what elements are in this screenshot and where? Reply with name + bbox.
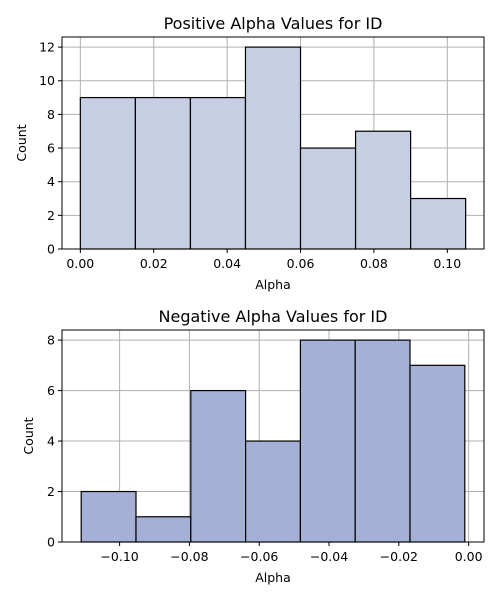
- y-tick-label: 8: [47, 107, 55, 122]
- x-tick-label: −0.10: [100, 549, 138, 564]
- histogram-bar: [299, 339, 356, 543]
- y-tick-label: 0: [47, 242, 55, 257]
- histogram-bar: [79, 96, 136, 250]
- x-tick-label: 0.00: [66, 256, 94, 271]
- histogram-bars: [79, 46, 467, 250]
- x-tick-label: −0.04: [310, 549, 348, 564]
- chart-title: Positive Alpha Values for ID: [164, 14, 383, 33]
- histogram-bar: [244, 440, 302, 543]
- plot-frame: [61, 36, 485, 250]
- y-tick-label: 12: [39, 40, 55, 55]
- axes: 0.00 0.02 0.04 0.06 0.08 0.10 0 2 4 6 8 10 12: [39, 36, 485, 271]
- histogram-bar: [190, 389, 247, 543]
- y-tick-label: 2: [47, 484, 55, 499]
- histogram-bar: [134, 96, 192, 250]
- x-tick-label: 0.06: [287, 256, 315, 271]
- histogram-bar: [80, 490, 137, 543]
- x-tick-label: 0.10: [433, 256, 461, 271]
- negative-alpha-chart: Negative Alpha Values for ID Alpha Count…: [21, 307, 485, 585]
- histogram-bar: [244, 46, 302, 250]
- axes: −0.10 −0.08 −0.06 −0.04 −0.02 0.00 0 2 4 6 8: [47, 329, 485, 564]
- x-tick-label: −0.08: [170, 549, 208, 564]
- positive-alpha-chart: Positive Alpha Values for ID Alpha Count…: [14, 14, 485, 292]
- y-tick-label: 8: [47, 333, 55, 348]
- x-tick-label: −0.06: [240, 549, 278, 564]
- chart-title: Negative Alpha Values for ID: [159, 307, 388, 326]
- x-axis-label: Alpha: [255, 570, 291, 585]
- x-tick-label: −0.02: [380, 549, 418, 564]
- histogram-bar: [354, 130, 412, 250]
- y-tick-label: 4: [47, 174, 55, 189]
- y-tick-label: 10: [39, 73, 55, 88]
- y-tick-label: 6: [47, 141, 55, 156]
- y-tick-label: 6: [47, 383, 55, 398]
- x-tick-label: 0.04: [213, 256, 241, 271]
- histogram-bars: [80, 339, 466, 543]
- y-tick-label: 4: [47, 434, 55, 449]
- plot-frame: [61, 329, 485, 543]
- x-tick-label: 0.08: [360, 256, 388, 271]
- histogram-bar: [135, 516, 192, 543]
- y-axis-label: Count: [21, 417, 36, 454]
- histogram-bar: [354, 339, 411, 543]
- y-tick-label: 2: [47, 208, 55, 223]
- y-tick-label: 0: [47, 535, 55, 550]
- x-axis-label: Alpha: [255, 277, 291, 292]
- histogram-bar: [409, 364, 466, 543]
- histogram-bar: [410, 197, 467, 250]
- histogram-bar: [299, 147, 357, 250]
- y-axis-label: Count: [14, 124, 29, 161]
- x-tick-label: 0.00: [455, 549, 483, 564]
- x-tick-label: 0.02: [140, 256, 168, 271]
- histogram-bar: [189, 96, 247, 250]
